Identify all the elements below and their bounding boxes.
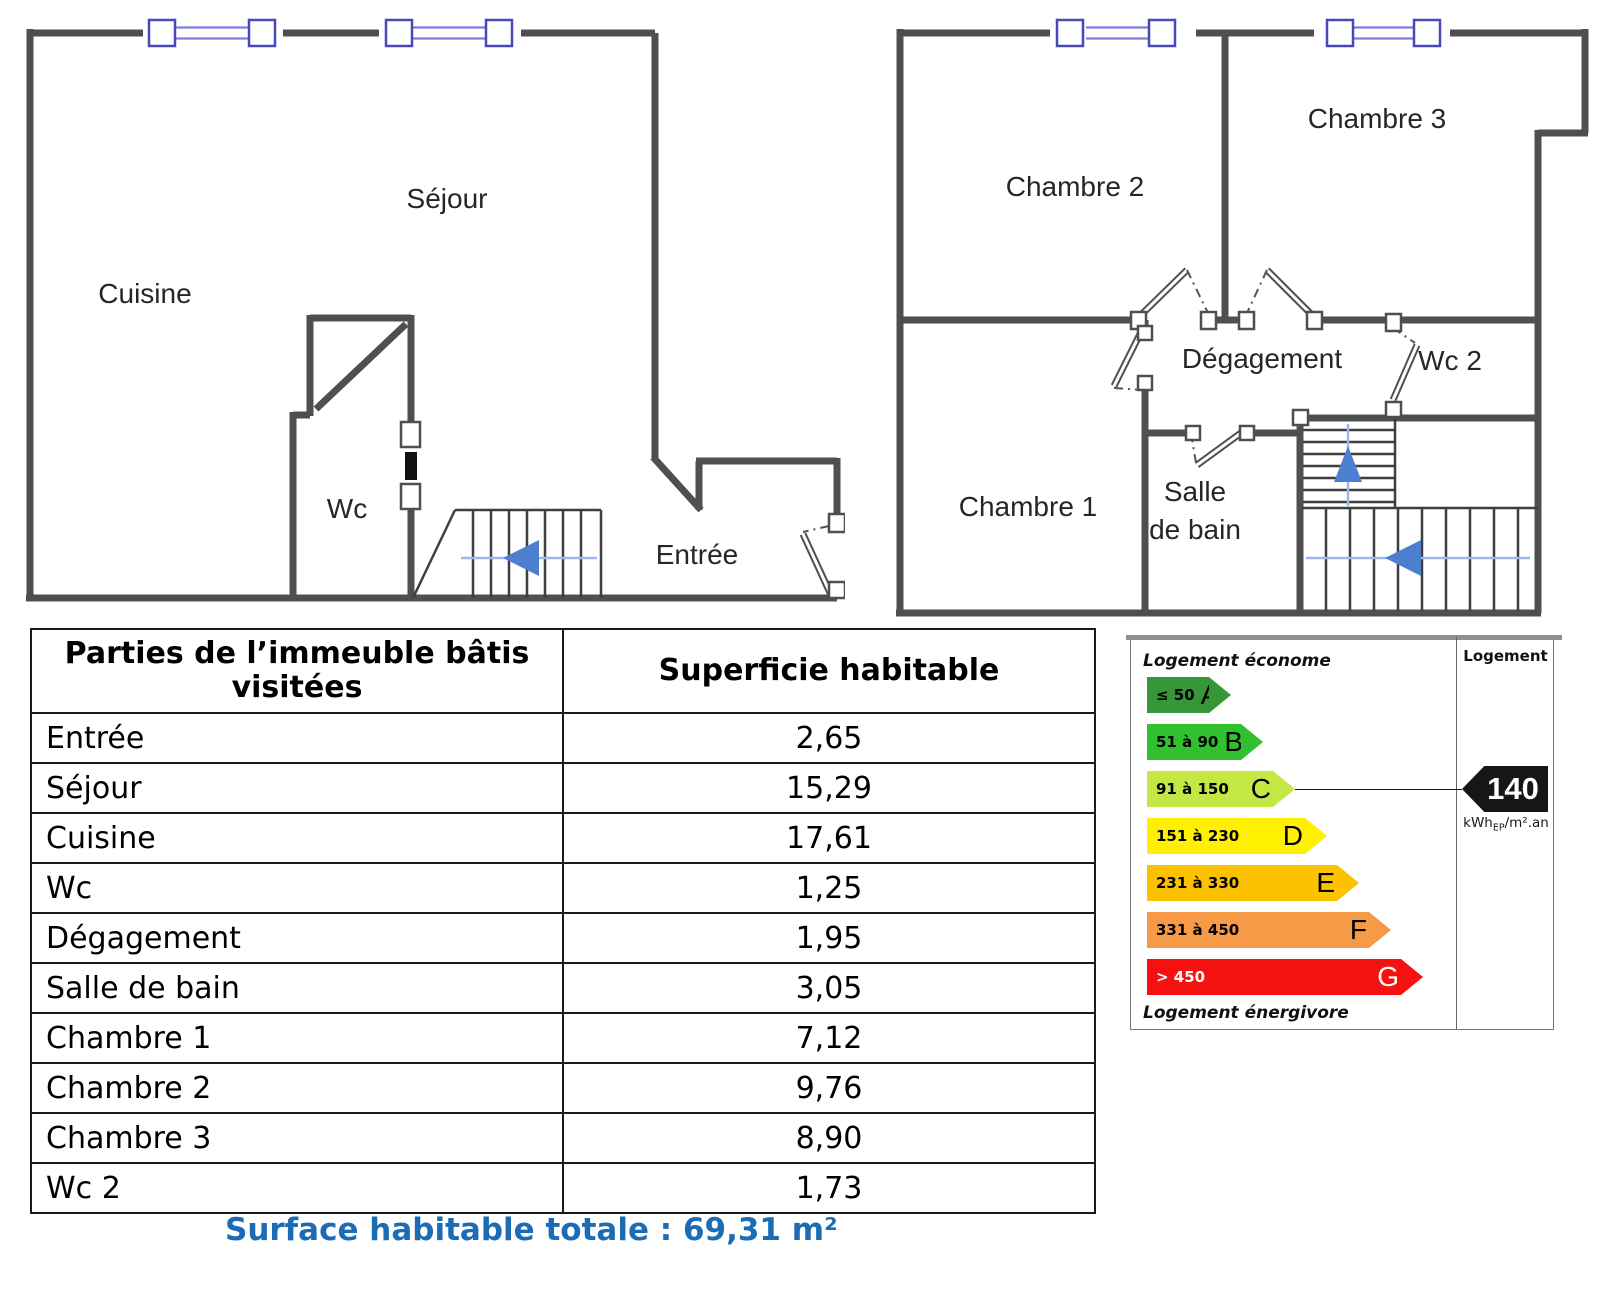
header-superficie: Superficie habitable — [562, 628, 1096, 714]
room-name-cell: Wc 2 — [30, 1162, 564, 1214]
energy-letter-label: F — [1349, 914, 1367, 945]
room-name-cell: Chambre 1 — [30, 1012, 564, 1064]
table-row: Wc 2 1,73 — [30, 1162, 1096, 1214]
energy-column-header: Logement — [1463, 647, 1548, 665]
energy-bar-point-icon — [1273, 771, 1295, 807]
energy-class-G: > 450 G — [1147, 959, 1423, 995]
energy-range-label: > 450 — [1156, 968, 1206, 986]
energy-class-E: 231 à 330 E — [1147, 865, 1359, 901]
ground-walls — [26, 29, 841, 602]
table-row: Wc 1,25 — [30, 862, 1096, 914]
energy-letter-label: G — [1377, 961, 1399, 992]
room-name-cell: Entrée — [30, 712, 564, 764]
energy-class-F: 331 à 450 F — [1147, 912, 1391, 948]
room-label-chambre2: Chambre 2 — [1006, 171, 1145, 202]
entry-door — [799, 512, 845, 600]
area-value-cell: 2,65 — [562, 712, 1096, 764]
area-value-cell: 17,61 — [562, 812, 1096, 864]
table-row: Séjour 15,29 — [30, 762, 1096, 814]
room-label-chambre3: Chambre 3 — [1308, 103, 1447, 134]
first-floor-plan: Chambre 2 Chambre 3 Chambre 1 Dégagement… — [896, 18, 1589, 617]
ground-stairs — [411, 508, 603, 599]
room-name-cell: Salle de bain — [30, 962, 564, 1014]
energy-class-B: 51 à 90 B — [1147, 724, 1263, 760]
energy-bar-point-icon — [1209, 677, 1231, 713]
ground-windows — [143, 18, 521, 48]
energy-value-arrow-icon: 140 — [1462, 766, 1548, 812]
room-name-cell: Séjour — [30, 762, 564, 814]
stair-arrow-left-icon — [1385, 540, 1421, 576]
room-label-cuisine: Cuisine — [98, 278, 191, 309]
ground-floor-plan: Séjour Cuisine Wc Entrée — [26, 18, 845, 602]
table-row: Salle de bain 3,05 — [30, 962, 1096, 1014]
energy-bar-point-icon — [1337, 865, 1359, 901]
energy-unit: kWhEP/m².an — [1463, 815, 1549, 834]
room-label-wc: Wc — [327, 493, 367, 524]
energy-bar-point-icon — [1241, 724, 1263, 760]
room-label-degagement: Dégagement — [1182, 343, 1343, 374]
energy-connector-line — [1295, 789, 1462, 790]
room-label-salle-line2: de bain — [1149, 514, 1241, 545]
table-header-row: Parties de l’immeuble bâtis visitées Sup… — [30, 628, 1096, 714]
room-label-wc2: Wc 2 — [1418, 345, 1482, 376]
energy-bar-point-icon — [1305, 818, 1327, 854]
energy-letter-label: D — [1282, 820, 1303, 851]
energy-value-pointer: 140 kWhEP/m².an — [1462, 766, 1550, 834]
panel-top-strip — [1126, 635, 1562, 640]
energy-value: 140 — [1487, 771, 1539, 806]
energy-class-A: ≤ 50 A — [1147, 677, 1231, 713]
table-row: Entrée 2,65 — [30, 712, 1096, 764]
energy-class-C: 91 à 150 C — [1147, 771, 1295, 807]
energy-bar-point-icon — [1401, 959, 1423, 995]
area-value-cell: 8,90 — [562, 1112, 1096, 1164]
door-jambs — [1129, 310, 1403, 442]
table-row: Dégagement 1,95 — [30, 912, 1096, 964]
energy-letter-label: E — [1316, 867, 1335, 898]
area-value-cell: 3,05 — [562, 962, 1096, 1014]
area-value-cell: 1,73 — [562, 1162, 1096, 1214]
header-parts: Parties de l’immeuble bâtis visitées — [30, 628, 564, 714]
room-name-cell: Chambre 3 — [30, 1112, 564, 1164]
total-surface-text: Surface habitable totale : 69,31 m² — [225, 1212, 838, 1248]
table-row: Chambre 1 7,12 — [30, 1012, 1096, 1064]
stair-arrow-left-icon — [503, 540, 539, 576]
table-row: Cuisine 17,61 — [30, 812, 1096, 864]
energy-performance-panel: Logement économe Logement énergivore Log… — [1126, 635, 1562, 1030]
area-value-cell: 1,25 — [562, 862, 1096, 914]
energy-range-label: 151 à 230 — [1156, 827, 1240, 845]
room-label-salle-line1: Salle — [1164, 476, 1226, 507]
stair-arrow-up-icon — [1334, 446, 1362, 482]
energy-range-label: 91 à 150 — [1156, 780, 1229, 798]
energy-letter-label: B — [1224, 726, 1244, 757]
energy-range-label: 231 à 330 — [1156, 874, 1240, 892]
room-name-cell: Cuisine — [30, 812, 564, 864]
room-name-cell: Wc — [30, 862, 564, 914]
area-value-cell: 7,12 — [562, 1012, 1096, 1064]
energy-bar-point-icon — [1369, 912, 1391, 948]
area-value-cell: 15,29 — [562, 762, 1096, 814]
room-name-cell: Chambre 2 — [30, 1062, 564, 1114]
table-row: Chambre 2 9,76 — [30, 1062, 1096, 1114]
energy-economical-label: Logement économe — [1143, 651, 1331, 671]
panel-divider — [1456, 637, 1457, 1029]
first-windows — [1050, 18, 1450, 48]
wc-door — [399, 420, 422, 511]
surface-table-body: Entrée 2,65 Séjour 15,29 Cuisine 17,61 Wc 1,25 D… — [30, 712, 1096, 1214]
energy-range-label: 51 à 90 — [1156, 733, 1219, 751]
first-stairs — [1302, 418, 1538, 611]
table-row: Chambre 3 8,90 — [30, 1112, 1096, 1164]
energy-letter-label: C — [1250, 773, 1271, 804]
area-value-cell: 1,95 — [562, 912, 1096, 964]
room-name-cell: Dégagement — [30, 912, 564, 964]
energy-greedy-label: Logement énergivore — [1143, 1003, 1349, 1023]
energy-class-D: 151 à 230 D — [1147, 818, 1327, 854]
room-label-sejour: Séjour — [407, 183, 488, 214]
area-value-cell: 9,76 — [562, 1062, 1096, 1114]
energy-range-label: ≤ 50 — [1156, 686, 1195, 704]
room-label-chambre1: Chambre 1 — [959, 491, 1098, 522]
surface-table: Parties de l’immeuble bâtis visitées Sup… — [30, 628, 1096, 1214]
energy-range-label: 331 à 450 — [1156, 921, 1240, 939]
room-label-entree: Entrée — [656, 539, 739, 570]
